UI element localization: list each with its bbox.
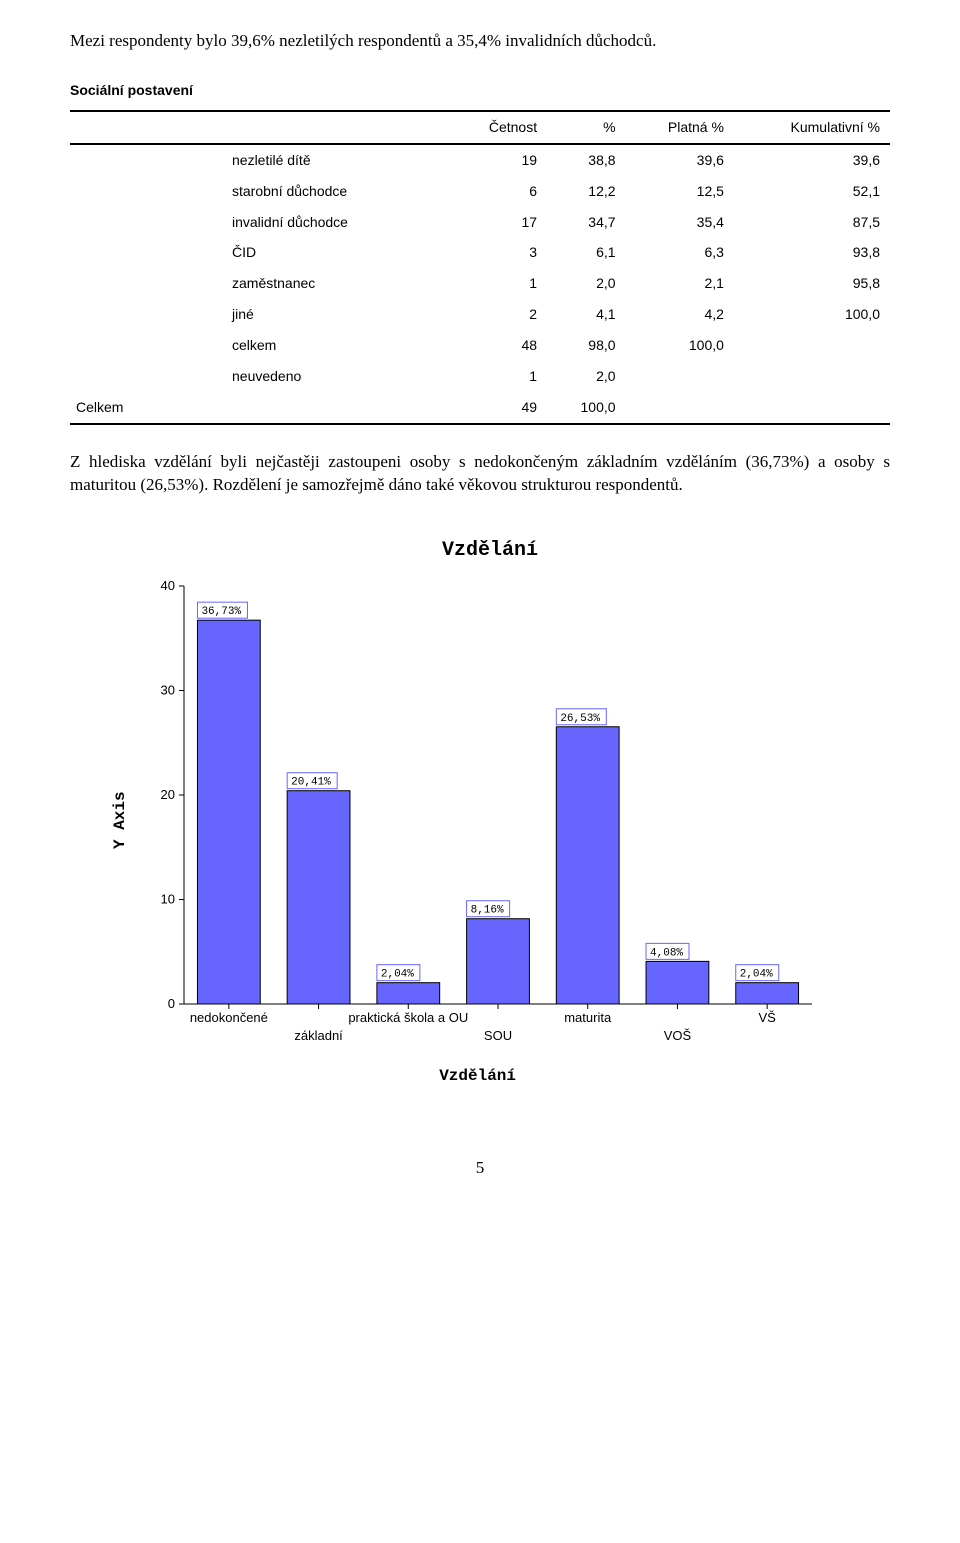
cell: 19 [450, 144, 547, 176]
cell: 3 [450, 237, 547, 268]
chart-svg: 0 10 20 30 40 36,73% 20,41% 2,04% 8,16% 26,53% 4,0… [138, 580, 818, 1060]
svg-text:10: 10 [160, 891, 174, 906]
table-row: zaměstnanec12,02,195,8 [70, 268, 890, 299]
table-row: starobní důchodce612,212,552,1 [70, 176, 890, 207]
svg-text:SOU: SOU [484, 1028, 512, 1043]
table-row: invalidní důchodce1734,735,487,5 [70, 207, 890, 238]
svg-text:20: 20 [160, 787, 174, 802]
table-row: neuvedeno12,0 [70, 361, 890, 392]
row-label: nezletilé dítě [142, 144, 450, 176]
table-row: 49100,0 [70, 392, 890, 424]
cell: 38,8 [547, 144, 625, 176]
svg-text:maturita: maturita [564, 1010, 612, 1025]
cell: 4,2 [626, 299, 734, 330]
svg-text:40: 40 [160, 580, 174, 593]
cell [734, 361, 890, 392]
row-label: invalidní důchodce [142, 207, 450, 238]
cell: 12,2 [547, 176, 625, 207]
svg-text:36,73%: 36,73% [201, 606, 241, 618]
cell: 48 [450, 330, 547, 361]
col-header: Kumulativní % [734, 111, 890, 144]
cell: 1 [450, 361, 547, 392]
page-number: 5 [70, 1157, 890, 1180]
cell: 2 [450, 299, 547, 330]
cell [734, 330, 890, 361]
document-page: Mezi respondenty bylo 39,6% nezletilých … [0, 0, 960, 1220]
svg-text:20,41%: 20,41% [291, 776, 331, 788]
col-header: Četnost [450, 111, 547, 144]
table-stub [142, 111, 450, 144]
svg-text:praktická škola a OU: praktická škola a OU [348, 1010, 468, 1025]
cell: 49 [450, 392, 547, 424]
table-row: Celkemnezletilé dítě1938,839,639,6 [70, 144, 890, 176]
svg-text:základní: základní [294, 1028, 343, 1043]
table-head: Četnost % Platná % Kumulativní % [70, 111, 890, 144]
svg-text:2,04%: 2,04% [380, 968, 413, 980]
cell: 93,8 [734, 237, 890, 268]
chart-title: Vzdělání [110, 537, 870, 564]
row-label: starobní důchodce [142, 176, 450, 207]
row-label [142, 392, 450, 424]
svg-text:2,04%: 2,04% [739, 968, 772, 980]
svg-text:0: 0 [167, 996, 174, 1011]
row-label: zaměstnanec [142, 268, 450, 299]
cell: 87,5 [734, 207, 890, 238]
chart-xlabel: Vzdělání [138, 1066, 818, 1088]
cell: 34,7 [547, 207, 625, 238]
svg-text:30: 30 [160, 682, 174, 697]
cell: 2,1 [626, 268, 734, 299]
cell: 1 [450, 268, 547, 299]
cell: 17 [450, 207, 547, 238]
chart-ylabel: Y Axis [110, 580, 132, 1060]
cell: 35,4 [626, 207, 734, 238]
cell: 95,8 [734, 268, 890, 299]
cell: 2,0 [547, 361, 625, 392]
col-header: Platná % [626, 111, 734, 144]
col-header: % [547, 111, 625, 144]
cell: 6,3 [626, 237, 734, 268]
education-chart: Vzdělání Y Axis 0 10 20 30 40 36,73% 20,41% 2,0… [110, 537, 870, 1088]
cell: 2,0 [547, 268, 625, 299]
cell: 98,0 [547, 330, 625, 361]
row-label: jiné [142, 299, 450, 330]
table-row: ČID36,16,393,8 [70, 237, 890, 268]
cell: 39,6 [626, 144, 734, 176]
social-status-table: Četnost % Platná % Kumulativní % Celkemn… [70, 110, 890, 425]
svg-text:VŠ: VŠ [758, 1010, 776, 1025]
svg-text:26,53%: 26,53% [560, 712, 600, 724]
cell: 52,1 [734, 176, 890, 207]
chart-plot-area: 0 10 20 30 40 36,73% 20,41% 2,04% 8,16% 26,53% 4,0… [138, 580, 818, 1088]
cell: 100,0 [734, 299, 890, 330]
svg-text:nedokončené: nedokončené [189, 1010, 267, 1025]
table-row: jiné24,14,2100,0 [70, 299, 890, 330]
table-row: celkem4898,0100,0 [70, 330, 890, 361]
cell: 100,0 [626, 330, 734, 361]
row-label: neuvedeno [142, 361, 450, 392]
table-left-group-label: Celkem [70, 144, 142, 424]
cell: 39,6 [734, 144, 890, 176]
cell: 12,5 [626, 176, 734, 207]
cell [626, 392, 734, 424]
svg-text:4,08%: 4,08% [650, 947, 683, 959]
intro-paragraph: Mezi respondenty bylo 39,6% nezletilých … [70, 30, 890, 53]
after-table-paragraph: Z hlediska vzdělání byli nejčastěji zast… [70, 451, 890, 497]
cell: 4,1 [547, 299, 625, 330]
table-title: Sociální postavení [70, 81, 890, 100]
cell: 6,1 [547, 237, 625, 268]
cell: 6 [450, 176, 547, 207]
row-label: ČID [142, 237, 450, 268]
table-body: Celkemnezletilé dítě1938,839,639,6starob… [70, 144, 890, 424]
table-stub [70, 111, 142, 144]
cell: 100,0 [547, 392, 625, 424]
cell [734, 392, 890, 424]
row-label: celkem [142, 330, 450, 361]
cell [626, 361, 734, 392]
svg-text:8,16%: 8,16% [470, 904, 503, 916]
svg-text:VOŠ: VOŠ [663, 1028, 691, 1043]
